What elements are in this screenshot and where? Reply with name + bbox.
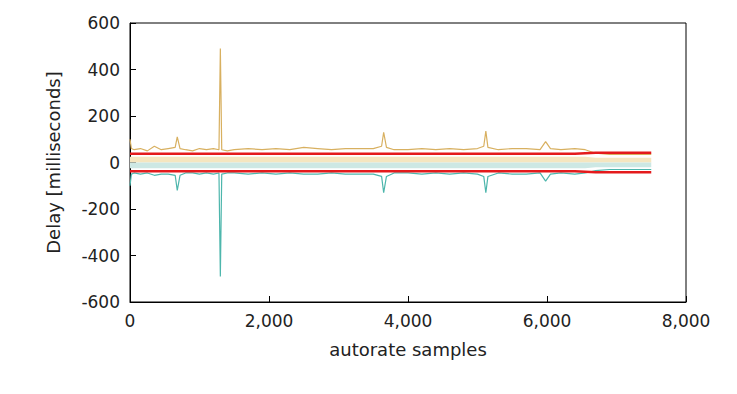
svg-text:600: 600 — [88, 13, 120, 33]
svg-text:0: 0 — [125, 311, 136, 331]
svg-text:8,000: 8,000 — [662, 311, 711, 331]
svg-text:-600: -600 — [81, 292, 120, 312]
svg-text:autorate samples: autorate samples — [329, 339, 487, 360]
svg-text:200: 200 — [88, 106, 120, 126]
svg-text:400: 400 — [88, 60, 120, 80]
svg-text:2,000: 2,000 — [245, 311, 294, 331]
svg-text:-400: -400 — [81, 246, 120, 266]
svg-text:0: 0 — [109, 153, 120, 173]
svg-text:6,000: 6,000 — [523, 311, 572, 331]
svg-text:-200: -200 — [81, 199, 120, 219]
svg-text:Delay [milliseconds]: Delay [milliseconds] — [43, 71, 64, 254]
svg-text:4,000: 4,000 — [384, 311, 433, 331]
